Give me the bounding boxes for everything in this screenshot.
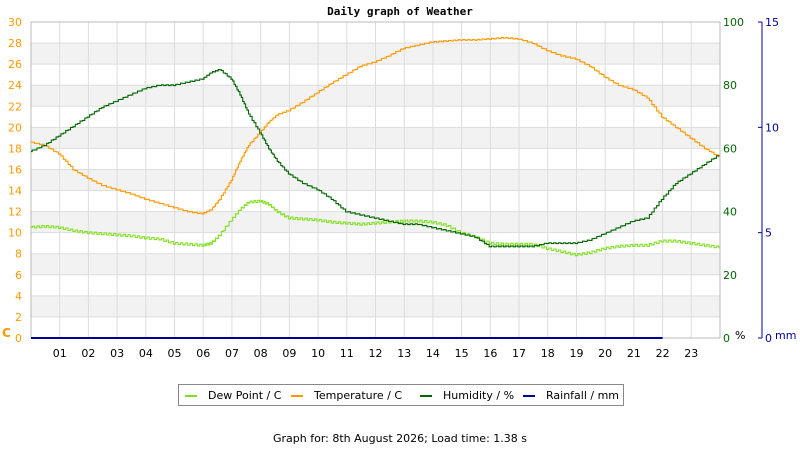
x-tick-label: 12 (369, 347, 383, 360)
x-tick-label: 09 (282, 347, 296, 360)
y-tick-label-temp: 2 (15, 311, 22, 324)
x-tick-label: 07 (225, 347, 239, 360)
y-tick-label-temp: 28 (8, 37, 22, 50)
y-tick-label-temp: 6 (15, 269, 22, 282)
x-tick-label: 17 (512, 347, 526, 360)
x-tick-label: 05 (168, 347, 182, 360)
chart-legend: Dew Point / C Temperature / C Humidity /… (178, 384, 624, 406)
x-tick-label: 11 (340, 347, 354, 360)
x-tick-label: 01 (53, 347, 67, 360)
y-tick-label-temp: 8 (15, 248, 22, 261)
y-tick-label-temp: 16 (8, 163, 22, 176)
y-tick-label-humidity: 80 (723, 79, 737, 92)
chart-title: Daily graph of Weather (327, 5, 473, 18)
y-tick-label-temp: 0 (15, 332, 22, 345)
y-tick-label-humidity: 60 (723, 142, 737, 155)
footer-load-info: Graph for: 8th August 2026; Load time: 1… (273, 432, 527, 445)
y-tick-label-temp: 26 (8, 58, 22, 71)
x-tick-label: 18 (541, 347, 555, 360)
y-tick-label-humidity: 20 (723, 269, 737, 282)
legend-swatch-rainfall (523, 395, 535, 397)
series-line-humidity (31, 68, 720, 248)
x-tick-label: 14 (426, 347, 440, 360)
x-tick-label: 15 (455, 347, 469, 360)
y-axis-label-rain: mm (775, 329, 796, 342)
x-tick-label: 13 (397, 347, 411, 360)
legend-label-temperature: Temperature / C (314, 389, 403, 402)
y-tick-label-humidity: 40 (723, 206, 737, 219)
y-tick-label-humidity: 100 (723, 16, 744, 29)
y-tick-label-temp: 10 (8, 227, 22, 240)
legend-label-dew-point: Dew Point / C (208, 389, 282, 402)
x-tick-label: 23 (684, 347, 698, 360)
x-tick-label: 20 (598, 347, 612, 360)
series-line-temperature (31, 37, 720, 215)
y-tick-label-temp: 14 (8, 185, 22, 198)
x-tick-label: 04 (139, 347, 153, 360)
legend-swatch-temperature (291, 395, 303, 397)
x-tick-label: 08 (254, 347, 268, 360)
legend-swatch-humidity (420, 395, 432, 397)
y-tick-label-rain: 5 (765, 227, 772, 240)
y-tick-label-temp: 4 (15, 290, 22, 303)
legend-label-rainfall: Rainfall / mm (546, 389, 620, 402)
y-tick-label-temp: 30 (8, 16, 22, 29)
x-tick-label: 06 (196, 347, 210, 360)
x-tick-label: 19 (569, 347, 583, 360)
y-axis-label-temp: C (2, 326, 11, 340)
x-tick-label: 16 (483, 347, 497, 360)
y-tick-label-rain: 10 (765, 121, 779, 134)
y-tick-label-rain: 15 (765, 16, 779, 29)
y-tick-label-temp: 12 (8, 206, 22, 219)
legend-swatch-dew-point (185, 395, 197, 397)
x-tick-label: 02 (81, 347, 95, 360)
y-tick-label-temp: 20 (8, 121, 22, 134)
legend-label-humidity: Humidity / % (443, 389, 515, 402)
y-tick-label-humidity: 0 (723, 332, 730, 345)
y-tick-label-rain: 0 (765, 332, 772, 345)
x-tick-label: 21 (627, 347, 641, 360)
series-line-dew-point (31, 199, 720, 257)
x-tick-label: 10 (311, 347, 325, 360)
y-tick-label-temp: 24 (8, 79, 22, 92)
x-tick-label: 22 (656, 347, 670, 360)
y-tick-label-temp: 18 (8, 142, 22, 155)
y-tick-label-temp: 22 (8, 100, 22, 113)
y-axis-label-humidity: % (735, 329, 745, 342)
x-tick-label: 03 (110, 347, 124, 360)
